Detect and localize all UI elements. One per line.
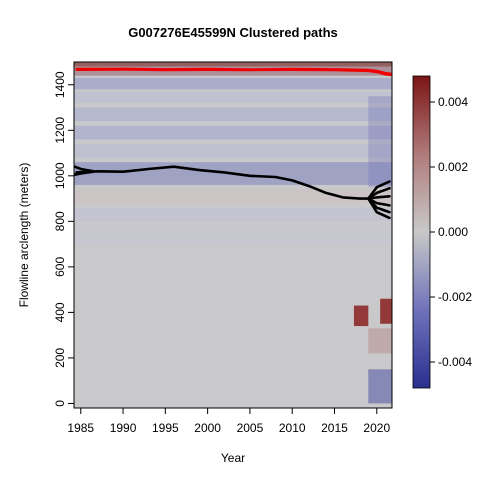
heatmap-field — [74, 62, 392, 408]
x-tick-label: 2000 — [194, 421, 221, 435]
colorbar-tick-label: 0.004 — [438, 95, 468, 109]
colorbar-tick-label: -0.002 — [438, 290, 472, 304]
x-tick-label: 1985 — [67, 421, 94, 435]
path-series-0 — [75, 165, 370, 200]
path-series-9 — [75, 67, 392, 75]
y-tick-label: 200 — [53, 348, 67, 368]
x-tick-label: 2010 — [279, 421, 306, 435]
plot-frame — [73, 61, 393, 409]
path-series-8 — [74, 170, 95, 176]
y-tick-label: 800 — [53, 211, 67, 231]
colorbar-axis: 0.004 0.002 0.000 -0.002 -0.004 — [430, 95, 472, 369]
x-tick-label: 1990 — [110, 421, 137, 435]
y-tick-label: 1000 — [53, 162, 67, 189]
x-axis: 1985 1990 1995 2000 2005 2010 2015 2020 — [67, 408, 390, 435]
path-series-3 — [366, 195, 391, 200]
colorbar-tick-label: 0.000 — [438, 225, 468, 239]
path-series-7 — [74, 165, 95, 173]
y-tick-label: 400 — [53, 302, 67, 322]
y-axis-label: Flowline arclength (meters) — [17, 163, 31, 308]
colorbar — [412, 75, 431, 389]
x-tick-label: 2020 — [363, 421, 390, 435]
clustered-paths — [74, 67, 392, 220]
x-tick-label: 2005 — [237, 421, 264, 435]
x-tick-label: 1995 — [152, 421, 179, 435]
x-tick-label: 2015 — [321, 421, 348, 435]
colorbar-tick-label: 0.002 — [438, 160, 468, 174]
colorbar-tick-label: -0.004 — [438, 355, 472, 369]
y-axis: 0 200 400 600 800 1000 1200 1400 — [53, 71, 74, 407]
x-axis-label: Year — [221, 451, 245, 465]
y-tick-label: 0 — [53, 400, 67, 407]
chart-title: G007276E45599N Clustered paths — [128, 25, 338, 40]
path-series-1 — [366, 180, 391, 200]
path-series-2 — [366, 187, 391, 200]
y-tick-label: 1200 — [53, 117, 67, 144]
y-tick-label: 1400 — [53, 71, 67, 98]
y-tick-label: 600 — [53, 257, 67, 277]
path-series-6 — [366, 197, 391, 220]
path-series-10 — [75, 68, 392, 77]
